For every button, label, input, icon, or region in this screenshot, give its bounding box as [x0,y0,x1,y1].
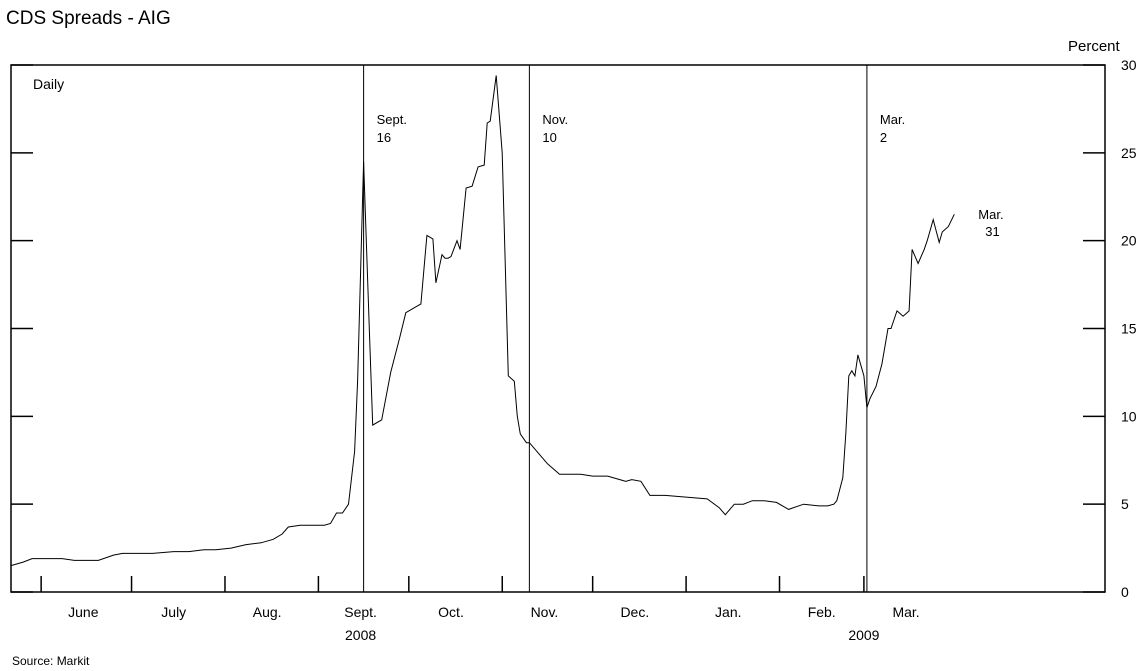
event-label-day: 2 [880,130,887,145]
y-axis-units-label: Percent [1068,38,1120,55]
series-line [10,75,955,567]
y-tick-label: 0 [1121,584,1129,600]
source-note: Source: Markit [12,654,90,668]
x-month-label: Sept. [344,604,377,620]
x-month-label: June [68,604,99,620]
plot-frame [10,64,1106,593]
chart-title: CDS Spreads - AIG [6,8,171,29]
end-label-day: 31 [985,224,999,239]
x-month-label: Mar. [892,604,919,620]
x-month-label: Nov. [531,604,559,620]
x-month-label: Jan. [715,604,741,620]
y-tick-label: 10 [1121,408,1137,424]
end-label-month: Mar. [978,207,1003,222]
x-month-label: Aug. [253,604,282,620]
event-label-month: Nov. [542,112,568,127]
event-label-day: 16 [377,130,391,145]
x-month-label: Dec. [620,604,649,620]
event-label-month: Mar. [880,112,905,127]
x-month-label: July [161,604,186,620]
event-label-month: Sept. [377,112,407,127]
y-tick-label: 30 [1121,57,1137,73]
x-year-label: 2009 [848,627,879,643]
y-tick-label: 25 [1121,145,1137,161]
y-tick-label: 15 [1121,321,1137,337]
y-tick-label: 5 [1121,496,1129,512]
x-month-label: Oct. [438,604,464,620]
x-year-label: 2008 [345,627,376,643]
y-tick-label: 20 [1121,233,1137,249]
frequency-label: Daily [33,76,64,92]
event-label-day: 10 [542,130,556,145]
x-month-label: Feb. [808,604,836,620]
